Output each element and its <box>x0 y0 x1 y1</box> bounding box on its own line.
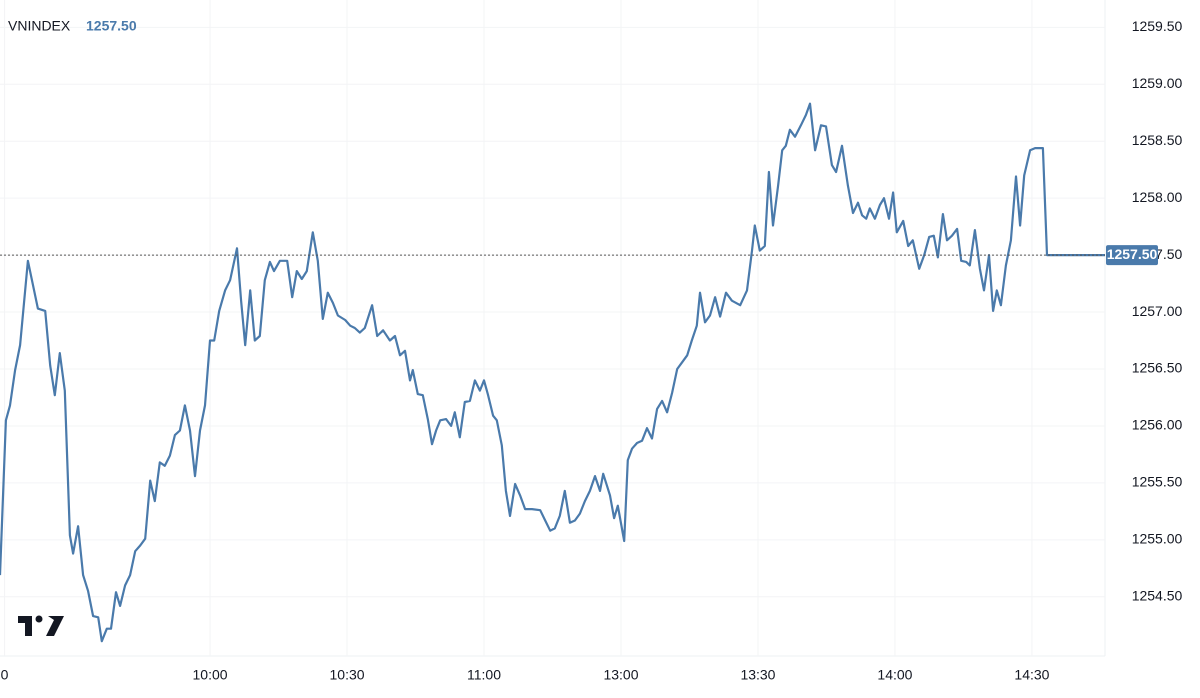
x-tick-label: 11:00 <box>467 667 501 683</box>
x-tick-label: 10:30 <box>330 667 365 683</box>
price-line <box>0 102 1105 643</box>
x-tick-label: 13:00 <box>603 667 638 683</box>
y-tick-label: 1254.50 <box>1132 587 1183 603</box>
tradingview-logo <box>18 615 64 636</box>
last-price-box <box>1106 245 1158 266</box>
last-price-label: 1257.50 <box>1107 246 1158 262</box>
x-tick-label: 10:00 <box>193 667 228 683</box>
y-tick-label: 1259.00 <box>1132 75 1183 91</box>
x-tick-label: 14:00 <box>877 667 912 683</box>
header-last-price: 1257.50 <box>86 18 137 34</box>
y-tick-label: 1255.50 <box>1132 474 1183 490</box>
x-tick-label: 0 <box>1 667 9 683</box>
symbol: VNINDEX <box>8 18 71 34</box>
y-tick-label: 1256.00 <box>1132 417 1183 433</box>
x-tick-label: 13:30 <box>740 667 775 683</box>
x-tick-label: 14:30 <box>1014 667 1049 683</box>
y-tick-label: 1257.00 <box>1132 303 1183 319</box>
y-tick-label: 1255.00 <box>1132 531 1183 547</box>
y-tick-label: 1256.50 <box>1132 360 1183 376</box>
y-tick-label: 1258.50 <box>1132 132 1183 148</box>
y-tick-label: 1259.50 <box>1132 18 1183 34</box>
y-tick-label: 1258.00 <box>1132 189 1183 205</box>
